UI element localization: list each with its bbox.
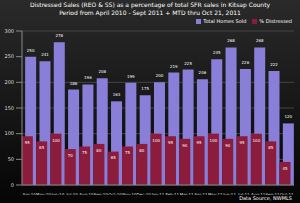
svg-text:300: 300 [8, 28, 14, 34]
svg-text:219: 219 [170, 64, 178, 69]
svg-text:95: 95 [197, 140, 203, 145]
svg-text:245: 245 [213, 50, 221, 55]
svg-text:250: 250 [27, 48, 35, 53]
svg-text:75: 75 [125, 150, 131, 155]
svg-text:75: 75 [82, 150, 88, 155]
svg-text:Jan-11: Jan-11 [151, 192, 165, 195]
svg-text:65: 65 [111, 155, 117, 160]
svg-text:Apr-10: Apr-10 [23, 192, 37, 195]
svg-text:100: 100 [152, 138, 160, 143]
svg-text:196: 196 [84, 75, 92, 80]
svg-text:90: 90 [182, 143, 188, 148]
svg-text:268: 268 [256, 38, 264, 43]
svg-text:186: 186 [70, 81, 78, 86]
html-text:Period from April 2010 - Sept: Period from April 2010 - Sept 2011 + MTD… [59, 9, 241, 16]
svg-text:175: 175 [141, 86, 149, 91]
svg-text:222: 222 [270, 62, 278, 67]
svg-text:Feb-11: Feb-11 [166, 192, 180, 195]
html-text:Distressed Sales (REO & SS) as: Distressed Sales (REO & SS) as a percent… [29, 1, 271, 8]
svg-text:150: 150 [8, 105, 14, 111]
svg-text:80: 80 [96, 148, 102, 153]
svg-text:241: 241 [41, 52, 49, 57]
svg-text:95: 95 [25, 140, 31, 145]
svg-text:Aug-11: Aug-11 [251, 192, 266, 195]
svg-text:268: 268 [227, 38, 235, 43]
html-text:Data Source, NWMLS: Data Source, NWMLS [239, 195, 292, 201]
svg-text:Jun-10: Jun-10 [50, 192, 64, 195]
svg-text:85: 85 [39, 145, 45, 150]
svg-text:95: 95 [168, 140, 174, 145]
svg-text:50: 50 [8, 156, 14, 162]
svg-text:Jul-11: Jul-11 [237, 192, 250, 195]
svg-text:Jul-10: Jul-10 [65, 192, 78, 195]
svg-text:80: 80 [139, 148, 145, 153]
svg-text:Sep-11: Sep-11 [265, 192, 280, 195]
svg-text:200: 200 [8, 79, 14, 85]
svg-text:100: 100 [210, 138, 218, 143]
svg-text:226: 226 [242, 60, 250, 65]
svg-text:Dec-10: Dec-10 [137, 192, 152, 195]
svg-text:Oct-11: Oct-11 [280, 192, 292, 195]
svg-text:208: 208 [98, 69, 106, 74]
svg-text:225: 225 [184, 61, 192, 66]
svg-text:100: 100 [253, 138, 261, 143]
svg-text:199: 199 [127, 74, 135, 79]
svg-text:278: 278 [55, 33, 63, 38]
svg-text:Oct-10: Oct-10 [108, 192, 122, 195]
svg-text:0: 0 [11, 182, 14, 188]
svg-text:May-11: May-11 [208, 192, 223, 195]
html-text:Total Homes Sold: Total Homes Sold [203, 18, 247, 24]
svg-text:95: 95 [240, 140, 246, 145]
svg-text:85: 85 [268, 145, 274, 150]
svg-text:May-10: May-10 [36, 192, 51, 195]
svg-text:Aug-10: Aug-10 [79, 192, 94, 195]
svg-text:Nov-10: Nov-10 [122, 192, 137, 195]
svg-text:100: 100 [52, 138, 60, 143]
svg-text:163: 163 [113, 92, 121, 97]
svg-text:90: 90 [225, 143, 231, 148]
svg-text:Apr-11: Apr-11 [194, 192, 208, 195]
svg-text:100: 100 [8, 130, 14, 136]
svg-text:70: 70 [68, 153, 74, 158]
svg-text:250: 250 [8, 53, 14, 59]
svg-text:Mar-11: Mar-11 [180, 192, 194, 195]
svg-text:120: 120 [285, 114, 292, 119]
svg-text:206: 206 [199, 70, 207, 75]
svg-text:Jun-11: Jun-11 [222, 192, 236, 195]
svg-text:45: 45 [282, 166, 288, 171]
svg-text:200: 200 [156, 73, 164, 78]
svg-text:Sep-10: Sep-10 [94, 192, 109, 195]
html-text:% Distressed: % Distressed [259, 18, 292, 24]
